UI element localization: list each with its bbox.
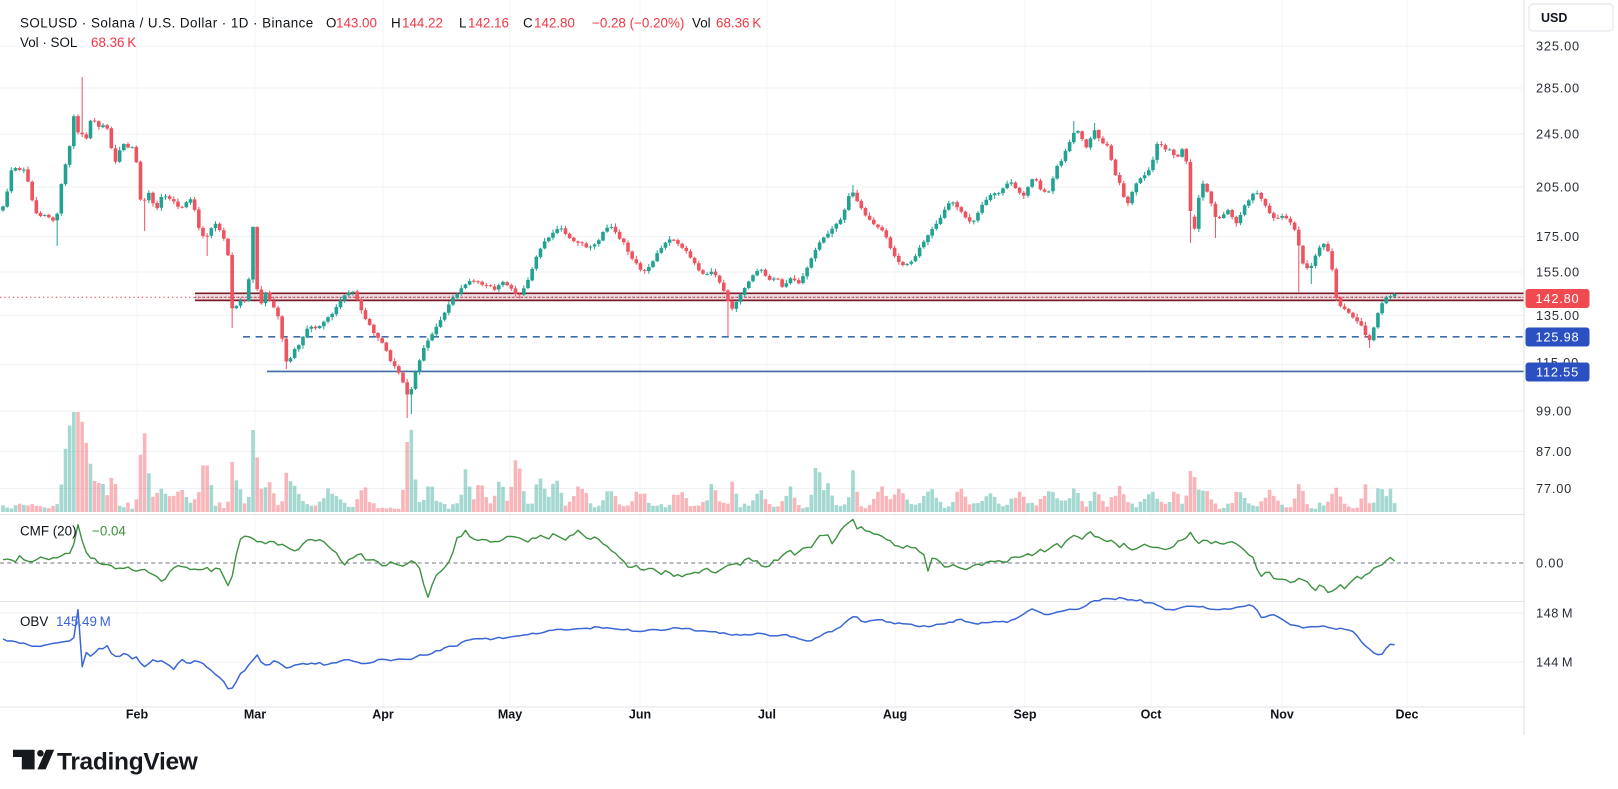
svg-text:205.00: 205.00 (1536, 179, 1580, 194)
svg-text:135.00: 135.00 (1536, 308, 1580, 323)
svg-text:TradingView: TradingView (57, 749, 199, 776)
svg-text:C: C (523, 16, 533, 31)
svg-text:87.00: 87.00 (1536, 444, 1572, 459)
svg-text:143.00: 143.00 (336, 16, 377, 31)
svg-text:O: O (326, 16, 336, 31)
svg-text:Apr: Apr (372, 708, 394, 722)
svg-text:−0.28 (−0.20%): −0.28 (−0.20%) (592, 16, 684, 31)
svg-text:USD: USD (1541, 11, 1567, 25)
svg-text:144.22: 144.22 (402, 16, 443, 31)
svg-text:325.00: 325.00 (1536, 38, 1580, 53)
svg-text:144 M: 144 M (1536, 654, 1573, 669)
svg-text:145.49 M: 145.49 M (56, 614, 111, 629)
svg-text:Jul: Jul (758, 708, 776, 722)
svg-text:148 M: 148 M (1536, 605, 1573, 620)
svg-text:Aug: Aug (883, 708, 907, 722)
svg-text:Oct: Oct (1141, 708, 1163, 722)
svg-text:OBV: OBV (20, 614, 48, 629)
svg-text:CMF (20): CMF (20) (20, 524, 77, 539)
svg-text:Sep: Sep (1014, 708, 1037, 722)
svg-text:245.00: 245.00 (1536, 126, 1580, 141)
svg-text:H: H (391, 16, 401, 31)
svg-text:77.00: 77.00 (1536, 481, 1572, 496)
svg-text:Nov: Nov (1270, 708, 1294, 722)
svg-text:142.80: 142.80 (1536, 291, 1580, 306)
svg-text:SOLUSD · Solana / U.S. Dollar: SOLUSD · Solana / U.S. Dollar · 1D · Bin… (20, 16, 314, 31)
svg-text:May: May (498, 708, 522, 722)
svg-text:Vol: Vol (692, 16, 711, 31)
svg-text:Feb: Feb (126, 708, 149, 722)
svg-text:142.16: 142.16 (468, 16, 509, 31)
svg-text:Jun: Jun (629, 708, 651, 722)
svg-text:175.00: 175.00 (1536, 229, 1580, 244)
svg-text:155.00: 155.00 (1536, 264, 1580, 279)
svg-text:L: L (459, 16, 466, 31)
svg-text:Mar: Mar (244, 708, 266, 722)
svg-text:142.80: 142.80 (534, 16, 575, 31)
svg-text:112.55: 112.55 (1536, 365, 1579, 380)
svg-text:68.36 K: 68.36 K (716, 16, 761, 31)
svg-text:Vol · SOL: Vol · SOL (20, 35, 77, 50)
svg-text:285.00: 285.00 (1536, 80, 1580, 95)
svg-text:Dec: Dec (1396, 708, 1419, 722)
svg-text:−0.04: −0.04 (92, 524, 126, 539)
svg-text:0.00: 0.00 (1536, 555, 1564, 570)
svg-text:125.98: 125.98 (1536, 330, 1580, 345)
svg-text:99.00: 99.00 (1536, 403, 1572, 418)
svg-text:68.36 K: 68.36 K (91, 35, 136, 50)
